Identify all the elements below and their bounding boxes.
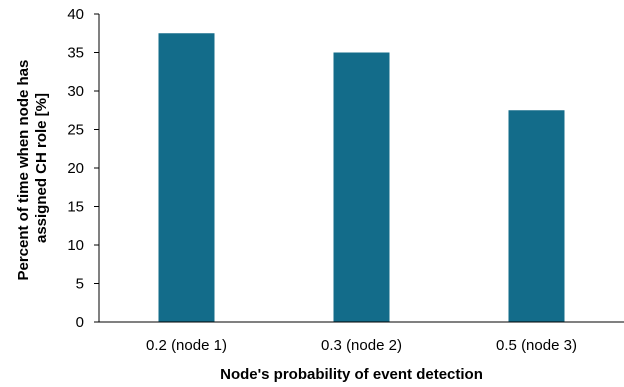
y-tick-label: 25 — [67, 122, 84, 139]
bar — [333, 52, 390, 322]
y-tick-label: 5 — [76, 276, 84, 293]
y-tick-label: 15 — [67, 199, 84, 216]
y-axis-ticks: 0 5 10 15 20 25 30 35 40 — [67, 6, 99, 331]
bars — [158, 33, 565, 322]
x-tick-label: 0.3 (node 2) — [321, 337, 402, 354]
y-axis-title-line-1: Percent of time when node has — [15, 60, 32, 281]
y-tick-label: 40 — [67, 6, 84, 23]
x-axis-ticks: 0.2 (node 1) 0.3 (node 2) 0.5 (node 3) — [146, 337, 577, 354]
y-axis-title-line-2: assigned CH role [%] — [33, 93, 50, 243]
bar — [158, 33, 215, 322]
x-axis-title: Node's probability of event detection — [220, 366, 483, 383]
y-tick-label: 35 — [67, 45, 84, 62]
x-tick-label: 0.2 (node 1) — [146, 337, 227, 354]
y-tick-label: 0 — [76, 314, 84, 331]
bar — [508, 110, 565, 322]
y-tick-label: 30 — [67, 83, 84, 100]
y-axis-title: Percent of time when node has assigned C… — [15, 55, 50, 280]
y-tick-label: 10 — [67, 237, 84, 254]
y-tick-label: 20 — [67, 160, 84, 177]
x-tick-label: 0.5 (node 3) — [496, 337, 577, 354]
